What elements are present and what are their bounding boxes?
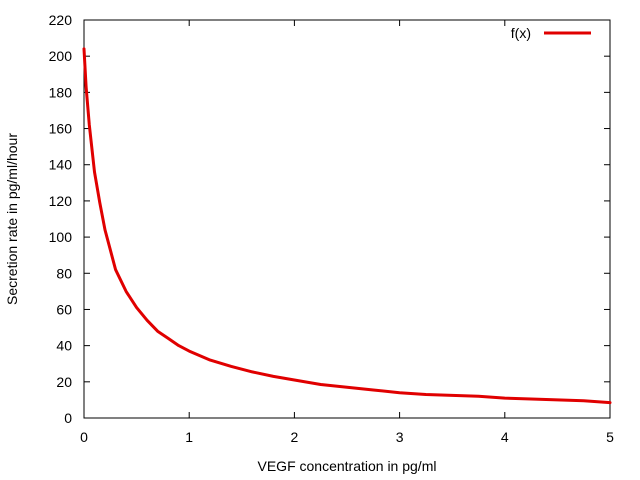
legend-label: f(x) bbox=[511, 25, 531, 41]
x-axis-label: VEGF concentration in pg/ml bbox=[258, 458, 437, 474]
y-tick-label: 40 bbox=[56, 338, 72, 354]
series-layer bbox=[82, 47, 612, 405]
y-tick-label: 180 bbox=[49, 84, 73, 100]
y-tick-label: 200 bbox=[49, 48, 73, 64]
y-axis-label: Secretion rate in pg/ml/hour bbox=[4, 133, 20, 305]
legend: f(x) bbox=[511, 25, 591, 41]
x-axis-ticks: 0 1 2 3 4 5 bbox=[80, 20, 614, 445]
y-tick-label: 100 bbox=[49, 229, 73, 245]
y-tick-label: 0 bbox=[64, 410, 72, 426]
x-tick-label: 3 bbox=[396, 429, 404, 445]
x-tick-label: 2 bbox=[291, 429, 299, 445]
y-axis-ticks: 0 20 40 60 80 100 120 140 160 180 200 220 bbox=[49, 12, 610, 426]
x-tick-label: 4 bbox=[501, 429, 509, 445]
y-tick-label: 60 bbox=[56, 301, 72, 317]
y-tick-label: 80 bbox=[56, 265, 72, 281]
plot-frame bbox=[83, 19, 611, 419]
x-tick-label: 0 bbox=[80, 429, 88, 445]
y-tick-label: 140 bbox=[49, 157, 73, 173]
series-line-0 bbox=[82, 47, 612, 405]
y-tick-label: 160 bbox=[49, 121, 73, 137]
x-tick-label: 1 bbox=[185, 429, 193, 445]
y-tick-label: 120 bbox=[49, 193, 73, 209]
y-tick-label: 220 bbox=[49, 12, 73, 28]
x-tick-label: 5 bbox=[606, 429, 614, 445]
y-tick-label: 20 bbox=[56, 374, 72, 390]
